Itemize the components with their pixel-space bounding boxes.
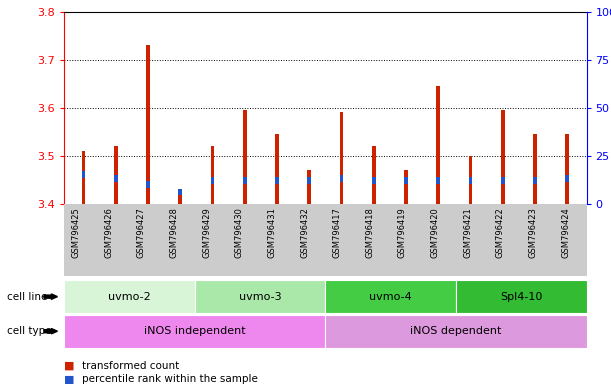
Bar <box>340 113 343 204</box>
Bar <box>82 171 86 178</box>
Text: ■: ■ <box>64 361 75 371</box>
Text: uvmo-3: uvmo-3 <box>239 291 282 302</box>
Bar <box>565 175 569 182</box>
Bar <box>275 177 279 184</box>
Bar <box>371 146 376 204</box>
Text: GSM796431: GSM796431 <box>268 207 276 258</box>
Text: GSM796419: GSM796419 <box>398 207 407 258</box>
Bar <box>211 177 214 184</box>
Text: GSM796422: GSM796422 <box>496 207 505 258</box>
Text: iNOS independent: iNOS independent <box>144 326 246 336</box>
Text: uvmo-4: uvmo-4 <box>369 291 412 302</box>
Bar <box>307 177 311 184</box>
Text: GSM796417: GSM796417 <box>332 207 342 258</box>
Bar <box>307 170 311 204</box>
Text: GSM796428: GSM796428 <box>169 207 178 258</box>
Text: percentile rank within the sample: percentile rank within the sample <box>82 374 258 384</box>
Text: Spl4-10: Spl4-10 <box>500 291 543 302</box>
Bar <box>436 86 440 204</box>
Text: GSM796420: GSM796420 <box>431 207 440 258</box>
Bar <box>501 110 505 204</box>
Bar <box>404 170 408 204</box>
Bar <box>371 177 376 184</box>
Text: ■: ■ <box>64 374 75 384</box>
Bar <box>565 134 569 204</box>
Bar <box>469 156 472 204</box>
Bar <box>243 110 247 204</box>
Text: GSM796429: GSM796429 <box>202 207 211 258</box>
Bar <box>533 177 537 184</box>
Bar <box>114 146 118 204</box>
Bar <box>243 177 247 184</box>
Bar <box>404 177 408 184</box>
Text: GSM796427: GSM796427 <box>137 207 146 258</box>
Bar <box>340 175 343 182</box>
Text: GSM796423: GSM796423 <box>529 207 538 258</box>
Text: GSM796425: GSM796425 <box>71 207 81 258</box>
Bar <box>501 177 505 184</box>
Bar <box>533 134 537 204</box>
Text: uvmo-2: uvmo-2 <box>108 291 151 302</box>
Bar <box>82 151 86 204</box>
Bar <box>178 194 182 204</box>
Text: GSM796421: GSM796421 <box>463 207 472 258</box>
Bar <box>114 175 118 182</box>
Text: GSM796418: GSM796418 <box>365 207 375 258</box>
Text: GSM796430: GSM796430 <box>235 207 244 258</box>
Text: GSM796424: GSM796424 <box>562 207 570 258</box>
Bar <box>436 177 440 184</box>
Bar <box>469 177 472 184</box>
Text: GSM796432: GSM796432 <box>300 207 309 258</box>
Text: GSM796426: GSM796426 <box>104 207 113 258</box>
Text: transformed count: transformed count <box>82 361 180 371</box>
Bar <box>146 45 150 204</box>
Bar <box>211 146 214 204</box>
Bar <box>178 189 182 195</box>
Bar <box>275 134 279 204</box>
Bar <box>146 181 150 188</box>
Text: iNOS dependent: iNOS dependent <box>410 326 502 336</box>
Text: cell line: cell line <box>7 291 48 302</box>
Text: cell type: cell type <box>7 326 52 336</box>
